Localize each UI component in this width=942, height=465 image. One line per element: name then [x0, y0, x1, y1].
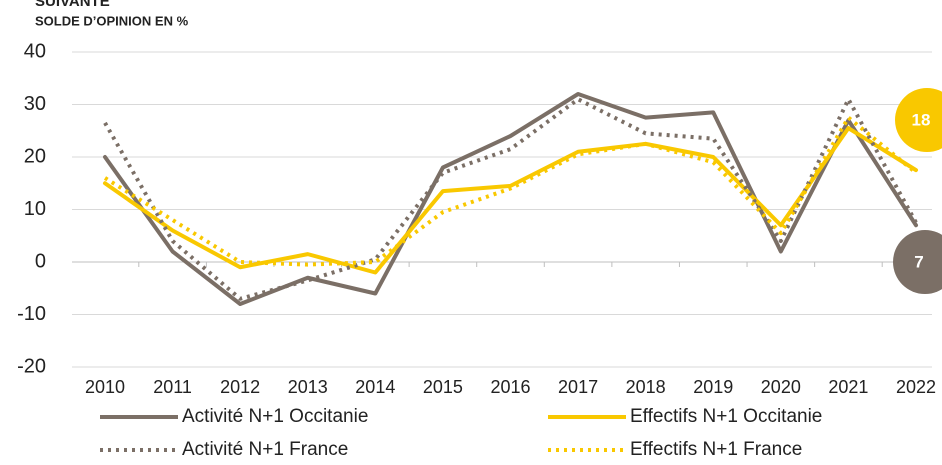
end-label: 18 — [912, 110, 931, 129]
chart-title: SUIVANTE — [35, 0, 110, 10]
x-tick-label: 2012 — [220, 377, 260, 397]
x-tick-label: 2013 — [288, 377, 328, 397]
y-tick-label: -20 — [17, 355, 46, 377]
chart-subtitle: SOLDE D’OPINION EN % — [35, 13, 189, 28]
x-tick-label: 2022 — [896, 377, 936, 397]
x-tick-label: 2021 — [828, 377, 868, 397]
x-tick-label: 2020 — [761, 377, 801, 397]
y-tick-label: 0 — [35, 250, 46, 272]
x-tick-label: 2016 — [490, 377, 530, 397]
x-tick-label: 2014 — [355, 377, 395, 397]
series-line — [103, 115, 918, 267]
y-tick-label: 10 — [24, 198, 46, 220]
x-tick-label: 2015 — [423, 377, 463, 397]
legend-label: Activité N+1 Occitanie — [182, 406, 368, 427]
y-tick-label: -10 — [17, 303, 46, 325]
end-label-bubble — [893, 230, 942, 294]
end-label-bubble — [895, 88, 942, 152]
series-line — [103, 92, 918, 306]
y-tick-label: 40 — [24, 40, 46, 62]
x-tick-label: 2019 — [693, 377, 733, 397]
end-label: 7 — [914, 252, 923, 271]
series-line — [103, 126, 918, 275]
legend-label: Effectifs N+1 Occitanie — [630, 406, 822, 427]
series-line — [103, 97, 918, 301]
x-tick-label: 2017 — [558, 377, 598, 397]
x-tick-label: 2018 — [626, 377, 666, 397]
y-tick-label: 30 — [24, 93, 46, 115]
legend-label: Activité N+1 France — [182, 439, 348, 460]
x-tick-label: 2011 — [153, 377, 192, 397]
y-tick-label: 20 — [24, 145, 46, 167]
legend-label: Effectifs N+1 France — [630, 439, 802, 460]
x-tick-label: 2010 — [85, 377, 125, 397]
